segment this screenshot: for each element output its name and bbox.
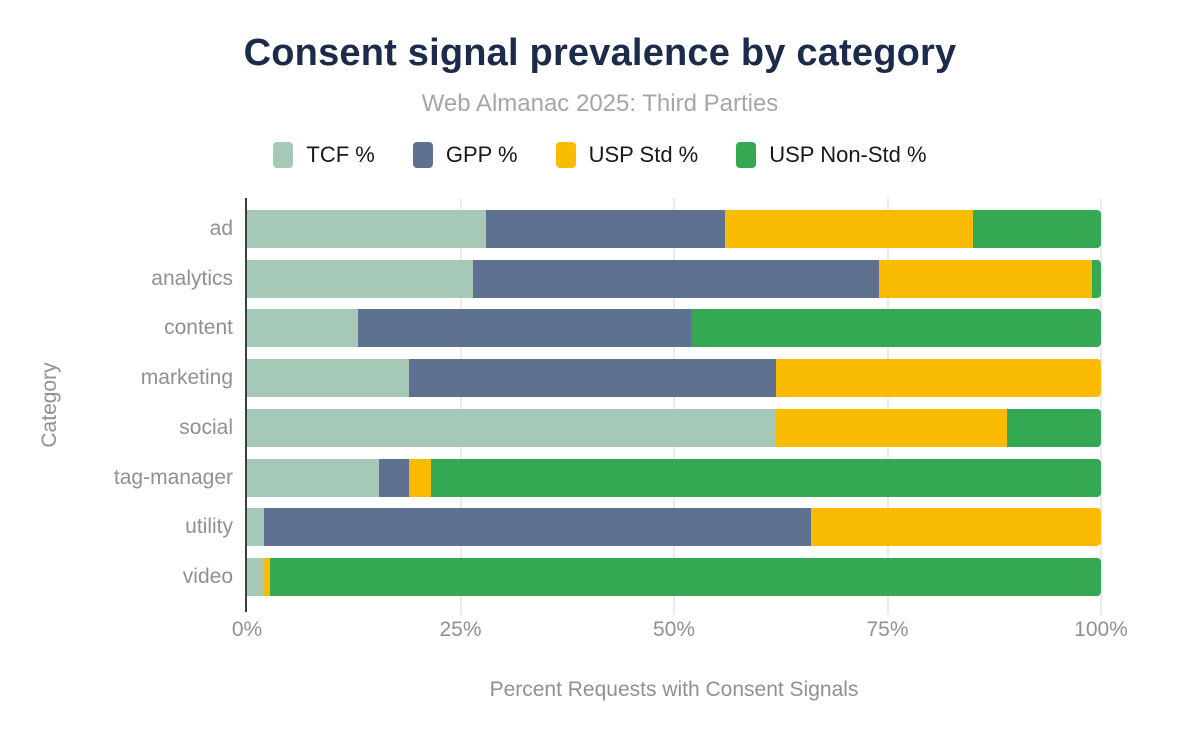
- bar-segment-usp-non-std-tag-manager[interactable]: [430, 458, 1101, 497]
- ytick-marketing: marketing: [140, 366, 233, 390]
- bar-segment-tcf-video[interactable]: [247, 558, 265, 597]
- bar-segment-usp-std-video[interactable]: [264, 558, 271, 597]
- legend-swatch-usp-std-icon: [555, 142, 576, 168]
- xtick-25: 25%: [439, 618, 482, 641]
- ytick-content: content: [164, 316, 233, 340]
- bar-row-content: [247, 309, 1101, 348]
- x-axis-title: Percent Requests with Consent Signals: [489, 678, 859, 701]
- gridline-75: [886, 198, 889, 615]
- bar-segment-usp-std-analytics[interactable]: [878, 259, 1093, 298]
- xtick-75: 75%: [866, 618, 909, 641]
- bar-segment-tcf-content[interactable]: [247, 309, 359, 348]
- bar-segment-usp-std-tag-manager[interactable]: [409, 458, 431, 497]
- gridline-25: [459, 198, 462, 615]
- bar-segment-gpp-tag-manager[interactable]: [379, 458, 410, 497]
- ytick-ad: ad: [209, 216, 233, 240]
- bar-segment-usp-std-marketing[interactable]: [776, 359, 1101, 398]
- bar-segment-tcf-marketing[interactable]: [247, 359, 410, 398]
- legend-swatch-tcf-icon: [273, 142, 294, 168]
- bar-segment-usp-non-std-social[interactable]: [1007, 408, 1101, 447]
- xtick-50: 50%: [652, 618, 696, 641]
- bar-row-social: [247, 408, 1101, 447]
- bar-segment-gpp-ad[interactable]: [486, 209, 726, 248]
- legend-item-usp-non-std[interactable]: USP Non-Std %: [736, 142, 927, 168]
- bar-row-tag-manager: [247, 458, 1101, 497]
- legend-item-gpp[interactable]: GPP %: [412, 142, 518, 168]
- ytick-tag-manager: tag-manager: [113, 465, 233, 489]
- legend-label: TCF %: [306, 142, 375, 167]
- chart-title: Consent signal prevalence by category: [243, 32, 957, 74]
- chart-subtitle: Web Almanac 2025: Third Parties: [421, 90, 779, 117]
- ytick-utility: utility: [185, 515, 233, 539]
- legend-label: USP Std %: [588, 142, 699, 167]
- bar-segment-usp-std-ad[interactable]: [725, 209, 973, 248]
- gridline-50: [673, 198, 675, 615]
- legend-item-usp-std[interactable]: USP Std %: [555, 142, 699, 168]
- bar-segment-tcf-tag-manager[interactable]: [247, 458, 380, 497]
- y-axis-tick-labels: ad analytics content marketing social tag-man…: [0, 198, 233, 608]
- bar-row-ad: [247, 209, 1101, 248]
- bar-segment-usp-non-std-video[interactable]: [270, 558, 1101, 597]
- bar-segment-gpp-analytics[interactable]: [473, 259, 879, 298]
- legend-label: GPP %: [445, 142, 518, 167]
- bar-segment-gpp-content[interactable]: [358, 309, 692, 348]
- bar-segment-usp-non-std-analytics[interactable]: [1092, 259, 1101, 298]
- bar-segment-usp-std-social[interactable]: [776, 408, 1008, 447]
- ytick-video: video: [182, 565, 233, 589]
- bar-row-utility: [247, 508, 1101, 547]
- ytick-social: social: [179, 415, 233, 439]
- bar-segment-tcf-utility[interactable]: [247, 508, 265, 547]
- bar-segment-usp-non-std-ad[interactable]: [972, 209, 1101, 248]
- legend-swatch-gpp-icon: [412, 142, 433, 168]
- bar-segment-usp-std-utility[interactable]: [810, 508, 1101, 547]
- gridline-100: [1100, 198, 1102, 615]
- xtick-100: 100%: [1074, 618, 1128, 641]
- bar-row-video: [247, 558, 1101, 597]
- bar-segment-tcf-analytics[interactable]: [247, 259, 474, 298]
- bar-segment-gpp-marketing[interactable]: [409, 359, 777, 398]
- y-axis-line: [245, 198, 247, 612]
- legend-label: USP Non-Std %: [769, 142, 927, 167]
- legend: TCF % GPP % USP Std % USP Non-Std %: [0, 140, 1200, 170]
- xtick-0: 0%: [231, 618, 263, 641]
- legend-swatch-usp-non-std-icon: [736, 142, 757, 168]
- bar-segment-tcf-social[interactable]: [247, 408, 777, 447]
- plot-area: [245, 198, 1102, 615]
- legend-item-tcf[interactable]: TCF %: [273, 142, 375, 168]
- bars-container: [247, 198, 1101, 608]
- bar-row-analytics: [247, 259, 1101, 298]
- ytick-analytics: analytics: [151, 266, 233, 290]
- bar-segment-gpp-utility[interactable]: [264, 508, 811, 547]
- bar-row-marketing: [247, 359, 1101, 398]
- bar-segment-usp-non-std-content[interactable]: [691, 309, 1101, 348]
- x-axis-tick-labels: 0% 25% 50% 75% 100%: [232, 618, 1128, 644]
- bar-segment-tcf-ad[interactable]: [247, 209, 487, 248]
